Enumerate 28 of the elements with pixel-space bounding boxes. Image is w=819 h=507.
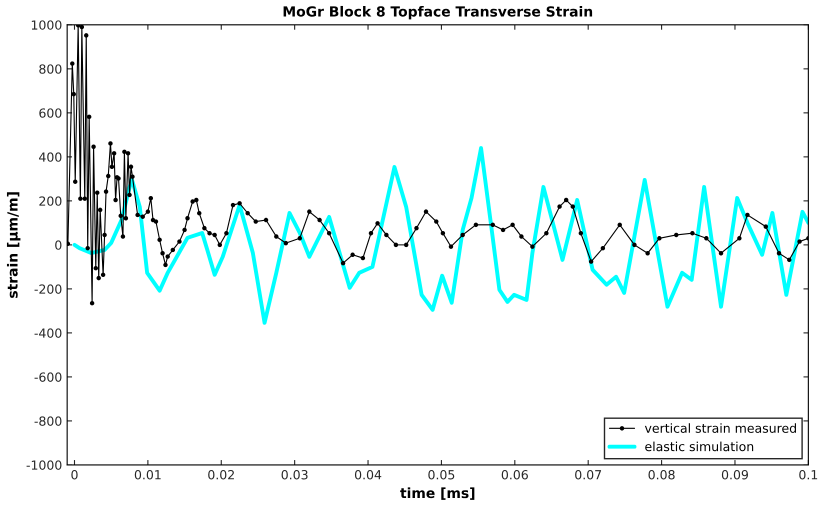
x-tick-label: 0: [71, 470, 78, 480]
y-tick-label: 800: [39, 64, 62, 74]
x-tick-label: 0.01: [134, 470, 161, 480]
chart-title: MoGr Block 8 Topface Transverse Strain: [284, 6, 592, 20]
y-tick-label: -800: [34, 416, 62, 426]
y-tick-label: -600: [34, 372, 62, 382]
x-tick-label: 0.1: [799, 470, 818, 480]
x-tick-label: 0.06: [502, 470, 528, 480]
line-series: [72, 146, 808, 325]
y-tick-label: 400: [39, 152, 62, 162]
x-tick-label: 0.02: [208, 470, 234, 480]
y-tick-label: 1000: [32, 20, 62, 30]
x-tick-label: 0.05: [428, 470, 454, 480]
x-tick-label: 0.04: [354, 470, 382, 480]
legend-label: vertical strain measured: [644, 423, 796, 433]
x-tick-label: 0.03: [282, 470, 308, 480]
y-axis-title: strain [μm/m]: [6, 192, 20, 298]
x-tick-label: 0.08: [648, 470, 675, 480]
x-axis-title: time [ms]: [400, 487, 474, 500]
y-tick-label: -400: [34, 328, 62, 338]
y-tick-label: 600: [39, 108, 62, 118]
x-tick-label: 0.07: [575, 470, 602, 480]
y-tick-label: -200: [34, 284, 62, 294]
legend-label: elastic simulation: [645, 442, 754, 452]
y-tick-label: -1000: [26, 460, 62, 470]
y-tick-label: 200: [39, 196, 62, 206]
x-tick-label: 0.09: [722, 470, 748, 480]
y-tick-label: 0: [55, 240, 62, 250]
